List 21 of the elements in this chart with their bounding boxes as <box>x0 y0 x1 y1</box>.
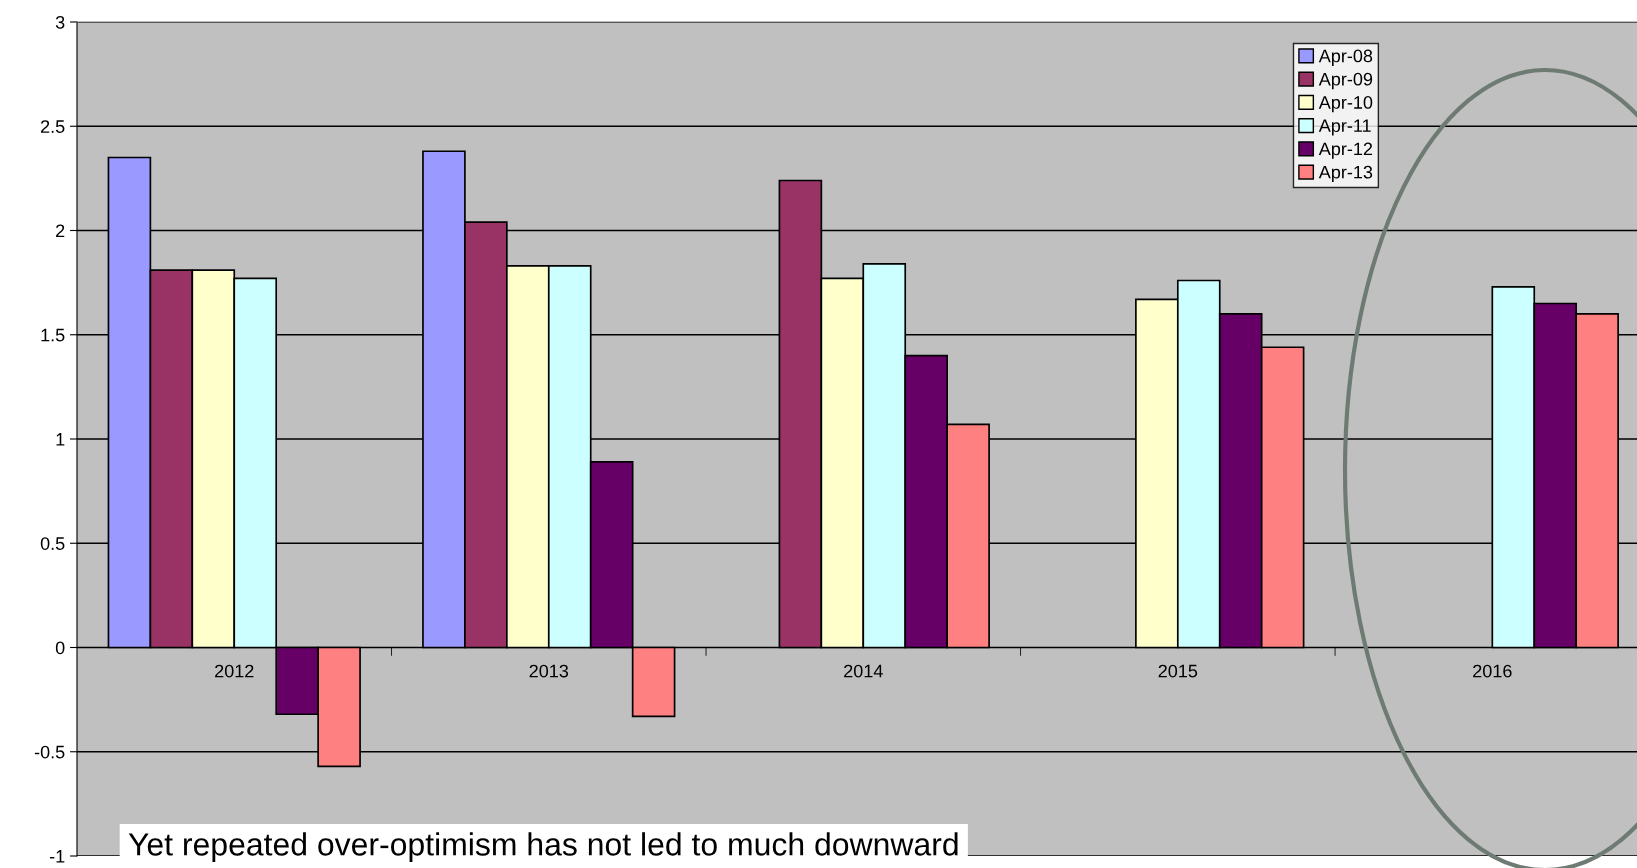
x-tick-label: 2013 <box>529 664 569 678</box>
legend-label: Apr-12 <box>1318 142 1373 159</box>
y-tick-label: 1.5 <box>41 328 65 342</box>
legend-label: Apr-10 <box>1318 96 1373 113</box>
legend-label: Apr-09 <box>1318 72 1373 90</box>
annotation: Yet repeated over-optimism has not led to much downward <box>128 832 958 862</box>
x-tick-label: 2016 <box>1473 664 1512 678</box>
y-tick-label: 2.5 <box>41 120 65 133</box>
x-tick-label: 2014 <box>844 664 883 678</box>
legend-label: Apr-13 <box>1318 165 1373 183</box>
y-tick-label: 0 <box>55 641 65 655</box>
y-tick-label: -0.5 <box>34 745 65 759</box>
y-tick-label: 1 <box>56 433 65 446</box>
y-tick-label: 3 <box>55 15 65 29</box>
y-tick-label: 2 <box>56 224 65 238</box>
y-tick-label: 0.5 <box>40 537 65 550</box>
x-tick-label: 2012 <box>215 664 254 678</box>
legend-label: Apr-08 <box>1318 49 1373 66</box>
x-tick-label: 2015 <box>1158 664 1198 678</box>
legend-label: Apr-11 <box>1318 119 1371 136</box>
y-tick-label: -1 <box>49 850 65 863</box>
